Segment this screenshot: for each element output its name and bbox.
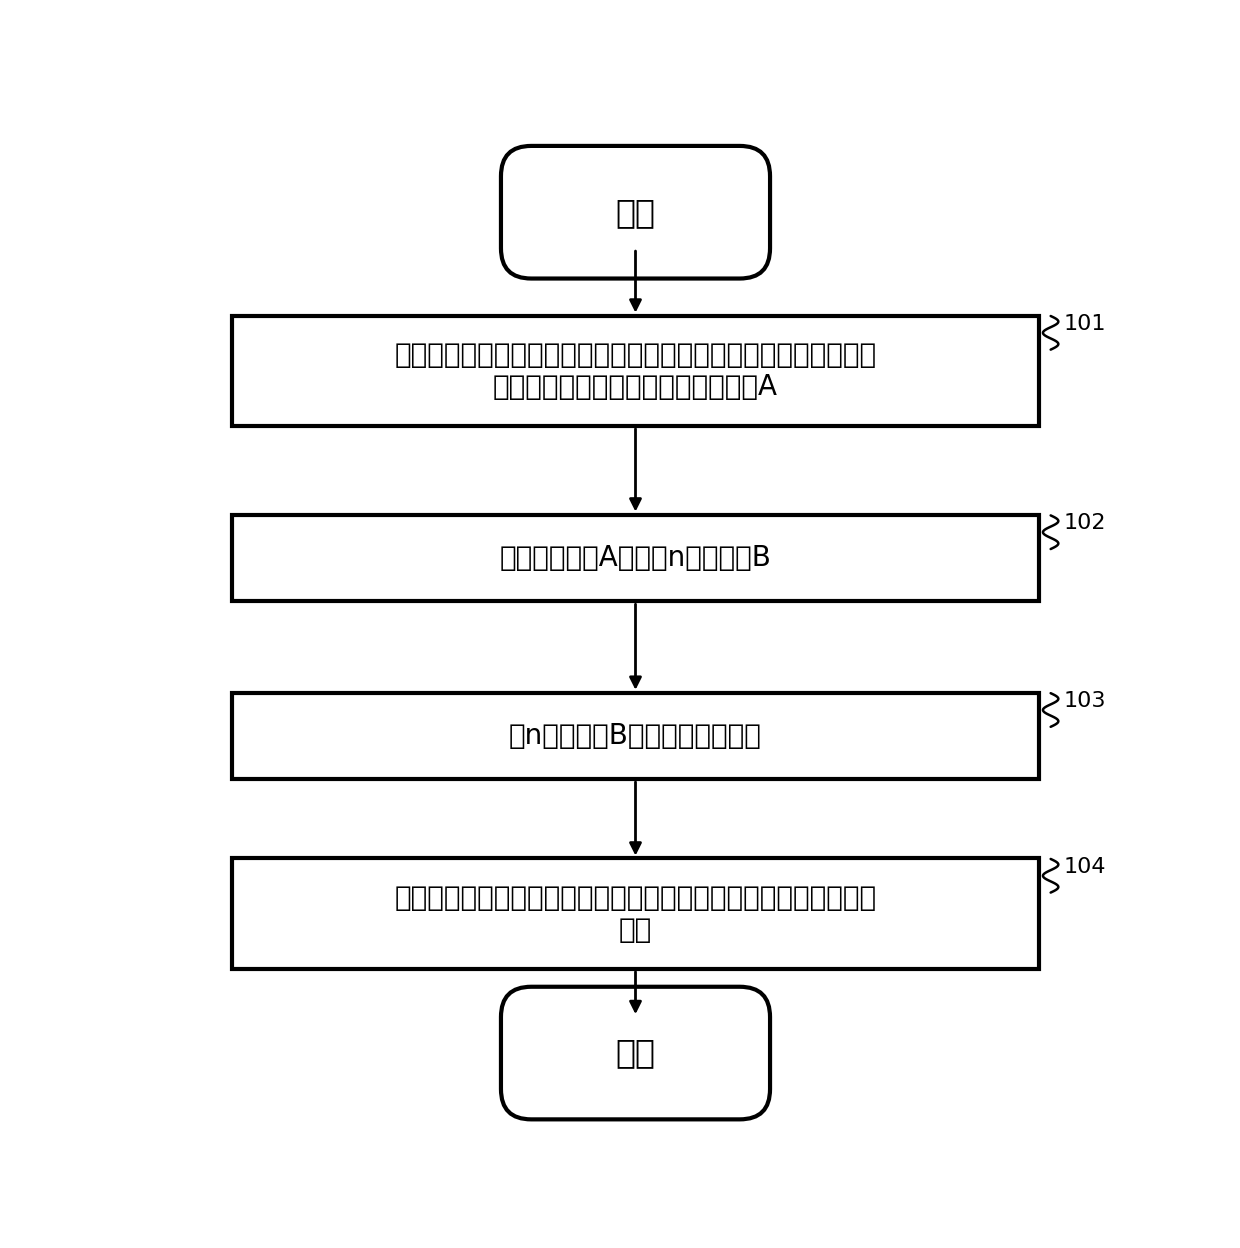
Text: 104: 104 [1063,856,1106,876]
Text: 根据目标入射角及水平入射光线对应的折射光线，绘制目标折射界
面线: 根据目标入射角及水平入射光线对应的折射光线，绘制目标折射界 面线 [394,884,877,943]
FancyBboxPatch shape [501,987,770,1119]
Bar [232,515,1039,602]
Bar [232,316,1039,426]
Text: 开始: 开始 [615,196,656,228]
Text: 103: 103 [1063,691,1106,711]
Text: 获取水平入射光线、该水平入射光线对应的折射光线，及水平入射
光线和相应折射光线之间的第一夹角A: 获取水平入射光线、该水平入射光线对应的折射光线，及水平入射 光线和相应折射光线之… [394,341,877,401]
FancyBboxPatch shape [501,146,770,278]
Text: 根据第一夹角A，确定n个入射角B: 根据第一夹角A，确定n个入射角B [500,544,771,572]
Text: 101: 101 [1063,313,1106,333]
Bar [232,693,1039,779]
Text: 102: 102 [1063,513,1106,533]
Text: 从n个入射角B中选择目标入射角: 从n个入射角B中选择目标入射角 [510,721,761,750]
Text: 结束: 结束 [615,1037,656,1070]
Bar [232,859,1039,968]
